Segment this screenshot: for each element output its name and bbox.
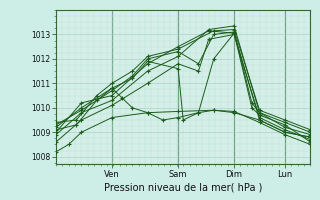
X-axis label: Pression niveau de la mer( hPa ): Pression niveau de la mer( hPa ) (104, 183, 262, 193)
